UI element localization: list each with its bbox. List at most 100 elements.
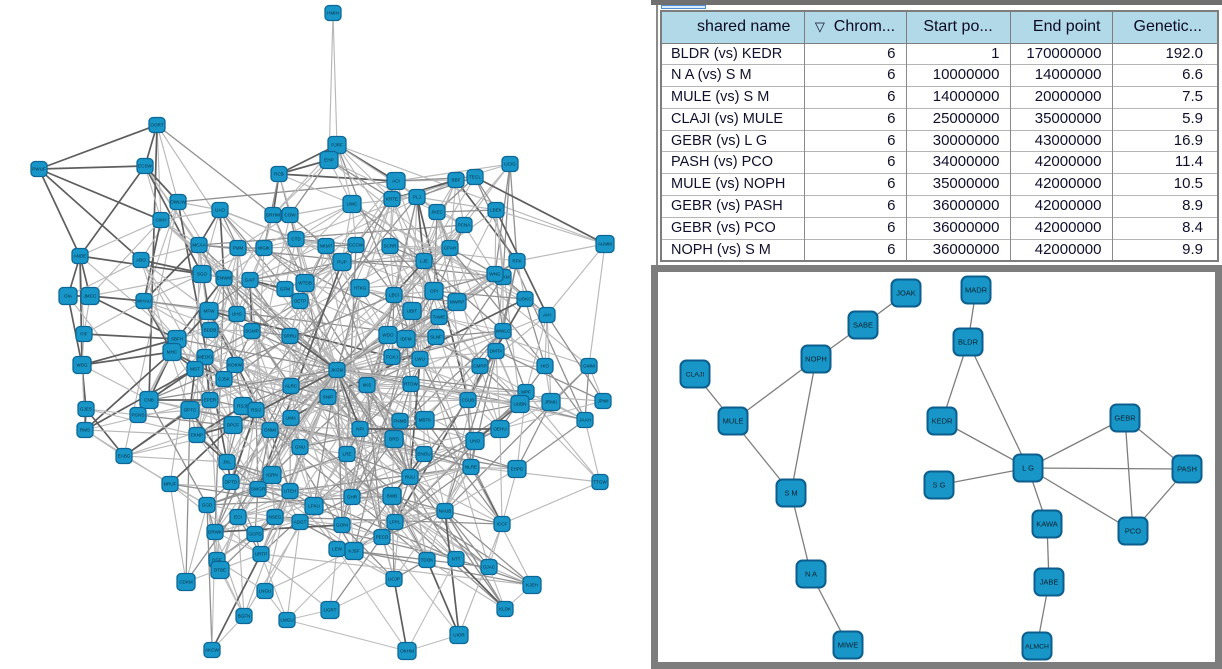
svg-text:NPI: NPI bbox=[356, 427, 364, 432]
svg-text:BRD: BRD bbox=[389, 437, 399, 442]
svg-text:GHR: GHR bbox=[347, 495, 358, 500]
svg-text:LWU: LWU bbox=[415, 357, 425, 362]
svg-text:RMS: RMS bbox=[80, 428, 90, 433]
svg-text:UTEH: UTEH bbox=[284, 489, 297, 494]
svg-text:ADGT: ADGT bbox=[294, 520, 307, 525]
svg-text:HIO: HIO bbox=[541, 364, 550, 369]
svg-text:MEOO: MEOO bbox=[198, 355, 212, 360]
svg-text:WTDB: WTDB bbox=[298, 281, 312, 286]
svg-text:GNU: GNU bbox=[295, 445, 305, 450]
svg-text:PCNA: PCNA bbox=[458, 223, 472, 228]
svg-text:DMTA: DMTA bbox=[490, 349, 504, 354]
svg-text:GONI: GONI bbox=[336, 523, 348, 528]
svg-text:DPTD: DPTD bbox=[225, 480, 238, 485]
svg-text:CCCW: CCCW bbox=[349, 243, 364, 248]
svg-text:MFW: MFW bbox=[204, 309, 216, 314]
svg-text:OKHM: OKHM bbox=[400, 649, 414, 654]
svg-text:WNG: WNG bbox=[489, 272, 501, 277]
svg-text:PUP: PUP bbox=[337, 260, 346, 265]
svg-text:SNIP: SNIP bbox=[323, 395, 334, 400]
svg-text:LNGU: LNGU bbox=[259, 589, 272, 594]
svg-text:PIF: PIF bbox=[80, 332, 87, 337]
svg-text:PECD: PECD bbox=[376, 535, 389, 540]
svg-text:UMA: UMA bbox=[286, 416, 297, 421]
svg-text:OJAC: OJAC bbox=[483, 565, 496, 570]
svg-text:LBCI: LBCI bbox=[389, 293, 399, 298]
svg-text:SLNF: SLNF bbox=[430, 335, 442, 340]
svg-text:WDO: WDO bbox=[382, 333, 394, 338]
svg-text:MBTK: MBTK bbox=[419, 418, 433, 423]
svg-text:KLDK: KLDK bbox=[499, 607, 512, 612]
svg-text:GJES: GJES bbox=[80, 407, 92, 412]
svg-text:WWLC: WWLC bbox=[496, 329, 511, 334]
svg-text:LBEK: LBEK bbox=[490, 208, 503, 213]
svg-text:TECL: TECL bbox=[469, 175, 481, 180]
svg-text:ICCF: ICCF bbox=[497, 522, 508, 527]
svg-text:EPER: EPER bbox=[204, 398, 217, 403]
svg-text:WGIK: WGIK bbox=[258, 246, 271, 251]
svg-text:UOKC: UOKC bbox=[518, 297, 532, 302]
svg-text:EKNP: EKNP bbox=[191, 433, 204, 438]
svg-text:MWRP: MWRP bbox=[450, 300, 465, 305]
svg-text:MPF: MPF bbox=[521, 390, 531, 395]
svg-text:TAWE: TAWE bbox=[433, 315, 446, 320]
svg-text:ECI: ECI bbox=[234, 515, 242, 520]
svg-text:PMM: PMM bbox=[233, 246, 244, 251]
svg-text:GWM: GWM bbox=[583, 364, 595, 369]
svg-text:UWC: UWC bbox=[347, 202, 359, 207]
svg-text:MST: MST bbox=[190, 367, 200, 372]
svg-text:FNMB: FNMB bbox=[393, 419, 406, 424]
svg-text:JPWI: JPWI bbox=[598, 399, 609, 404]
svg-text:CJSK: CJSK bbox=[218, 377, 231, 382]
svg-text:CMRP: CMRP bbox=[473, 364, 487, 369]
svg-text:TTGW: TTGW bbox=[593, 480, 607, 485]
svg-text:ENOU: ENOU bbox=[417, 452, 430, 457]
svg-text:OEHU: OEHU bbox=[493, 427, 506, 432]
svg-text:RTDW: RTDW bbox=[404, 382, 418, 387]
svg-text:OETP: OETP bbox=[294, 299, 307, 304]
svg-text:CDKM: CDKM bbox=[179, 580, 193, 585]
svg-text:UGRT: UGRT bbox=[324, 608, 337, 613]
svg-text:UIOR: UIOR bbox=[453, 633, 465, 638]
svg-text:EHPD: EHPD bbox=[511, 467, 524, 472]
svg-text:PLJ: PLJ bbox=[413, 195, 421, 200]
svg-text:EHP: EHP bbox=[324, 158, 333, 163]
svg-text:KRTE: KRTE bbox=[386, 197, 398, 202]
svg-text:SGO: SGO bbox=[197, 272, 208, 277]
svg-text:HTKG: HTKG bbox=[354, 286, 367, 291]
svg-text:NAUB: NAUB bbox=[439, 509, 452, 514]
svg-text:SGMP: SGMP bbox=[245, 329, 259, 334]
svg-text:SCRR: SCRR bbox=[383, 244, 397, 249]
svg-text:BDDB: BDDB bbox=[204, 328, 217, 333]
svg-text:PWUF: PWUF bbox=[32, 167, 46, 172]
svg-text:BGFN: BGFN bbox=[238, 614, 251, 619]
svg-text:OORT: OORT bbox=[150, 123, 163, 128]
svg-text:ABO: ABO bbox=[136, 258, 146, 263]
svg-text:AUMM: AUMM bbox=[598, 242, 612, 247]
svg-text:LFKU: LFKU bbox=[308, 504, 320, 509]
svg-text:NSEG: NSEG bbox=[268, 515, 281, 520]
svg-text:ALRC: ALRC bbox=[285, 384, 298, 389]
svg-text:OWUW: OWUW bbox=[170, 200, 186, 205]
svg-text:URTP: URTP bbox=[255, 552, 267, 557]
svg-text:IDFM: IDFM bbox=[400, 337, 411, 342]
svg-text:ECSW: ECSW bbox=[138, 164, 152, 169]
svg-text:MCAA: MCAA bbox=[192, 243, 206, 248]
svg-text:LJE: LJE bbox=[420, 259, 428, 264]
svg-text:KJSF: KJSF bbox=[348, 549, 359, 554]
svg-text:UCJP: UCJP bbox=[388, 577, 400, 582]
svg-text:LRE: LRE bbox=[343, 452, 352, 457]
svg-text:NTT: NTT bbox=[452, 557, 461, 562]
svg-text:CNB: CNB bbox=[144, 398, 154, 403]
svg-text:PJRF: PJRF bbox=[331, 143, 343, 148]
svg-text:LPPL: LPPL bbox=[389, 520, 401, 525]
svg-text:UNO: UNO bbox=[470, 439, 481, 444]
svg-text:FCKJ: FCKJ bbox=[386, 355, 397, 360]
svg-text:BBF: BBF bbox=[452, 178, 461, 183]
svg-text:DPCF: DPCF bbox=[227, 423, 240, 428]
svg-text:AKCW: AKCW bbox=[205, 648, 219, 653]
svg-text:WDG: WDG bbox=[76, 363, 88, 368]
svg-text:OPI: OPI bbox=[430, 289, 438, 294]
svg-text:JAAH: JAAH bbox=[579, 418, 591, 423]
svg-text:CTD: CTD bbox=[291, 237, 301, 242]
